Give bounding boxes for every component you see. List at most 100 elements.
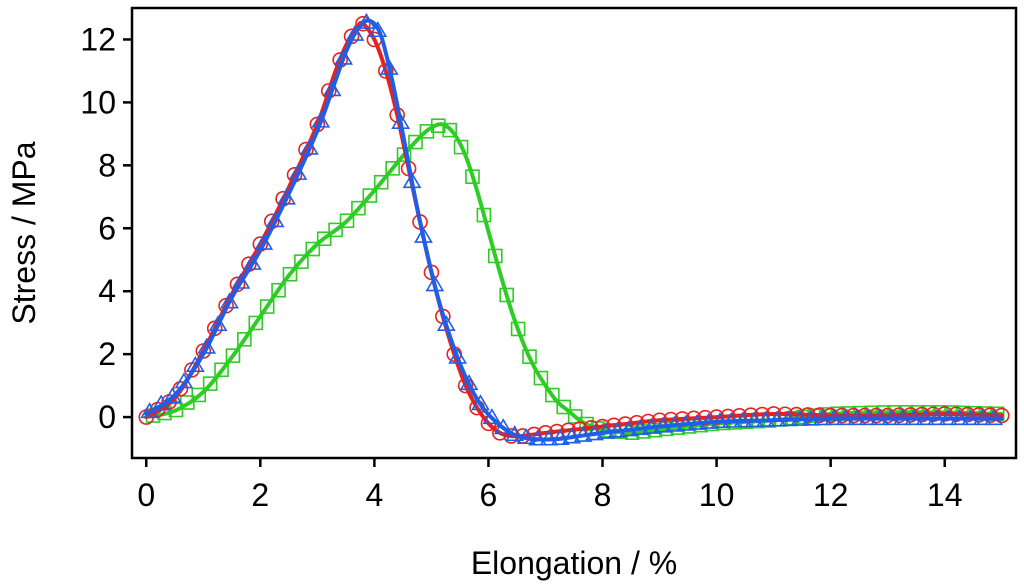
marker-square — [510, 321, 526, 337]
marker-square — [556, 399, 572, 415]
marker-circle — [355, 15, 371, 32]
marker-triangle — [722, 411, 741, 428]
x-axis: 0 2 4 6 8 10 12 14 — [137, 458, 963, 513]
marker-square — [408, 134, 423, 150]
marker-triangle — [664, 415, 684, 432]
y-tick-label: 12 — [80, 21, 116, 57]
marker-triangle — [607, 421, 627, 438]
marker-triangle — [539, 429, 559, 446]
marker-triangle — [505, 425, 525, 442]
marker-square — [225, 348, 241, 363]
marker-triangle — [493, 418, 513, 435]
series-line-green-squares — [144, 122, 1004, 435]
marker-triangle — [436, 314, 456, 331]
marker-triangle — [288, 163, 308, 180]
marker-triangle — [790, 409, 810, 426]
x-tick-label: 10 — [699, 477, 735, 513]
marker-triangle — [231, 272, 251, 289]
marker-triangle — [311, 111, 331, 128]
marker-square — [419, 124, 435, 139]
y-axis: 0 2 4 6 8 10 12 — [80, 21, 132, 435]
series-line-red-circles — [144, 20, 1004, 439]
marker-triangle — [459, 374, 479, 391]
marker-square — [259, 299, 275, 314]
marker-triangle — [858, 409, 878, 426]
x-tick-label: 0 — [137, 477, 155, 513]
marker-circle — [377, 63, 394, 79]
marker-square — [533, 370, 549, 386]
marker-circle — [993, 407, 1010, 424]
marker-triangle — [744, 411, 764, 428]
marker-triangle — [322, 80, 342, 97]
marker-square — [499, 287, 515, 303]
marker-square — [202, 376, 218, 391]
marker-triangle — [448, 347, 468, 364]
series-green-squares — [144, 118, 1005, 440]
marker-square — [465, 169, 480, 184]
marker-triangle — [299, 138, 319, 155]
marker-square — [271, 282, 286, 298]
marker-triangle — [824, 409, 844, 426]
marker-square — [522, 349, 537, 364]
y-tick-label: 2 — [98, 336, 116, 372]
marker-triangle — [197, 337, 217, 354]
marker-triangle — [573, 425, 593, 442]
marker-square — [282, 266, 298, 282]
marker-triangle — [642, 417, 661, 434]
marker-triangle — [596, 422, 616, 439]
marker-triangle — [984, 409, 1004, 426]
marker-square — [339, 213, 355, 229]
marker-triangle — [345, 24, 365, 41]
marker-triangle — [813, 409, 833, 426]
marker-square — [487, 248, 503, 264]
marker-triangle — [699, 412, 718, 429]
x-tick-label: 8 — [594, 477, 612, 513]
marker-triangle — [334, 48, 353, 65]
marker-square — [316, 231, 332, 247]
marker-triangle — [402, 172, 422, 189]
marker-triangle — [779, 410, 798, 427]
marker-triangle — [630, 419, 650, 436]
marker-circle — [959, 406, 976, 423]
y-tick-label: 4 — [98, 273, 116, 309]
x-tick-label: 4 — [365, 477, 383, 513]
marker-triangle — [733, 411, 753, 428]
x-axis-title: Elongation / % — [471, 545, 677, 581]
marker-triangle — [915, 409, 935, 426]
marker-square — [248, 315, 264, 331]
marker-triangle — [961, 409, 981, 426]
marker-triangle — [801, 409, 821, 426]
plot-frame — [130, 6, 1018, 460]
y-tick-label: 6 — [98, 210, 116, 246]
marker-triangle — [938, 409, 958, 426]
marker-triangle — [185, 356, 205, 373]
series-blue-triangles — [140, 12, 1004, 446]
marker-triangle — [528, 429, 547, 446]
marker-triangle — [881, 409, 901, 426]
marker-circle — [971, 407, 987, 423]
marker-square — [237, 332, 252, 347]
marker-triangle — [550, 429, 570, 446]
marker-triangle — [208, 315, 228, 332]
marker-circle — [526, 426, 542, 443]
marker-triangle — [471, 394, 490, 411]
marker-triangle — [391, 112, 411, 129]
marker-triangle — [710, 412, 730, 429]
marker-triangle — [687, 413, 707, 430]
marker-circle — [948, 406, 964, 423]
marker-triangle — [950, 409, 969, 426]
plot-area — [130, 6, 1018, 460]
marker-square — [545, 387, 560, 403]
marker-triangle — [379, 58, 399, 75]
marker-square — [305, 241, 321, 257]
marker-triangle — [482, 408, 502, 425]
marker-square — [191, 387, 207, 403]
marker-triangle — [893, 409, 912, 426]
marker-triangle — [516, 428, 536, 445]
marker-triangle — [265, 211, 285, 228]
marker-triangle — [368, 21, 388, 38]
x-tick-label: 14 — [927, 477, 963, 513]
marker-triangle — [836, 409, 855, 426]
y-axis-title: Stress / MPa — [6, 141, 42, 324]
